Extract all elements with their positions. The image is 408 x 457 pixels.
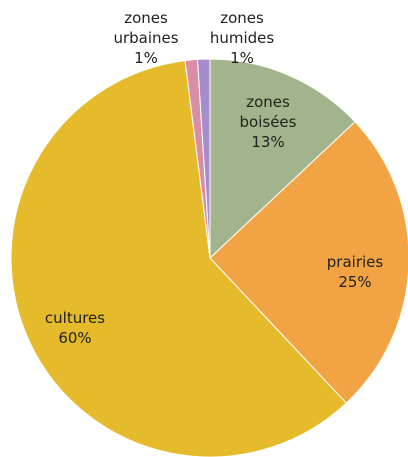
category-label: zones boisées: [239, 93, 297, 131]
pie-slice: [209, 121, 408, 404]
slice-label: prairies 25%: [327, 252, 383, 292]
pie-slice: [10, 60, 347, 457]
slice-label: zones boisées 13%: [240, 92, 297, 152]
value-label: 1%: [134, 49, 158, 67]
category-label: cultures: [44, 309, 106, 327]
value-label: 60%: [58, 329, 92, 347]
pie-slice: [196, 58, 211, 259]
category-label: prairies: [326, 253, 384, 271]
pie-slice: [209, 58, 356, 260]
value-label: 13%: [251, 133, 285, 151]
value-label: 1%: [230, 49, 254, 67]
value-label: 25%: [338, 273, 372, 291]
slice-label: zones humides 1%: [210, 8, 274, 68]
slice-label: cultures 60%: [45, 308, 105, 348]
category-label: zones urbaines: [113, 9, 179, 47]
category-label: zones humides: [209, 9, 275, 47]
slice-label: zones urbaines 1%: [113, 8, 178, 68]
